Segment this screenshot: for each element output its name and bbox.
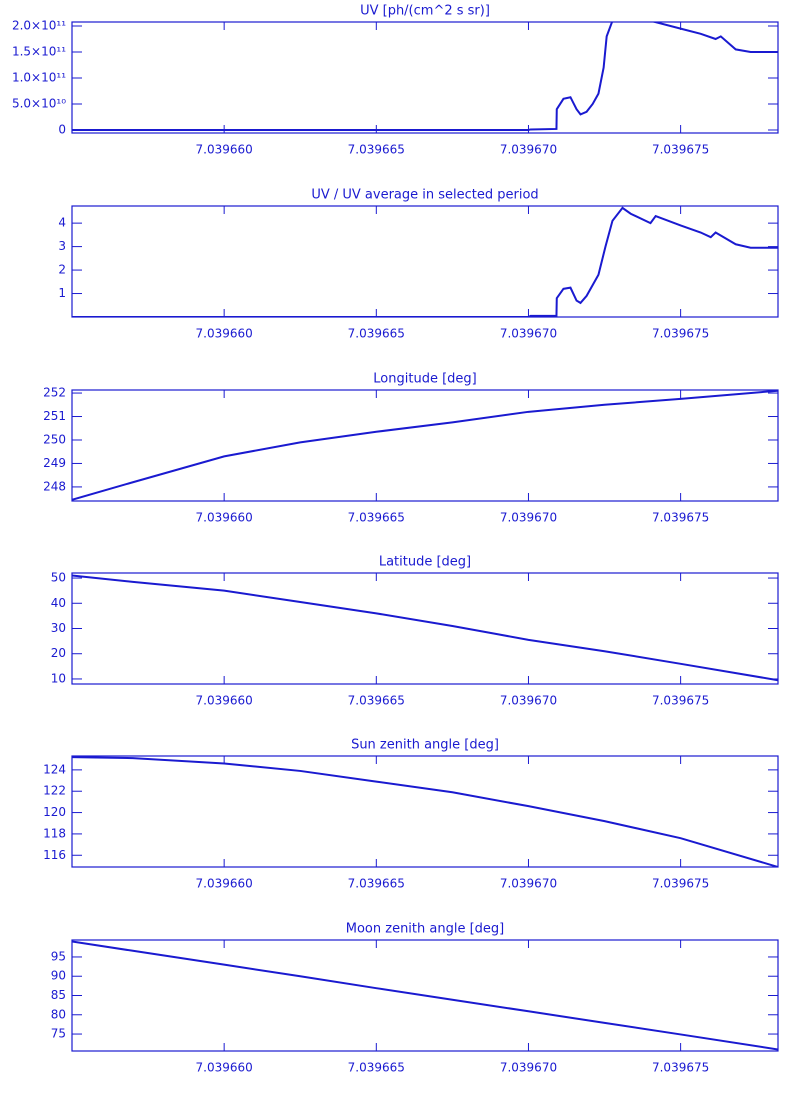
x-tick-label: 7.039675 (652, 327, 709, 341)
panel: Sun zenith angle [deg] 7.039660 7.039665 7.… (43, 738, 779, 891)
y-tick-label: 124 (43, 762, 66, 776)
panel-title: Sun zenith angle [deg] (351, 738, 499, 753)
x-tick-label: 7.039660 (196, 327, 253, 341)
x-tick-label: 7.039660 (196, 1061, 253, 1075)
x-tick-label: 7.039675 (652, 143, 709, 157)
y-tick-label: 4 (58, 216, 66, 230)
y-tick-label: 252 (43, 386, 66, 400)
panel-title: Latitude [deg] (379, 555, 471, 570)
data-line (72, 22, 778, 131)
plot-frame (71, 21, 779, 134)
y-tick-label: 10 (51, 671, 66, 685)
y-tick-label: 50 (51, 571, 66, 585)
y-tick-label: 1.5×10¹¹ (12, 44, 66, 58)
y-tick-label: 30 (51, 621, 66, 635)
y-tick-label: 116 (43, 848, 66, 862)
panel: UV / UV average in selected period 7.0396… (58, 188, 779, 341)
panel-title: Moon zenith angle [deg] (346, 922, 504, 937)
y-tick-label: 95 (51, 949, 66, 963)
data-line (72, 206, 778, 317)
data-line (72, 756, 778, 867)
x-tick-label: 7.039670 (500, 327, 557, 341)
x-tick-label: 7.039670 (500, 694, 557, 708)
x-tick-label: 7.039665 (348, 694, 405, 708)
y-tick-label: 250 (43, 432, 66, 446)
x-tick-label: 7.039660 (196, 694, 253, 708)
x-tick-label: 7.039675 (652, 877, 709, 891)
y-tick-label: 75 (51, 1027, 66, 1041)
y-tick-label: 85 (51, 988, 66, 1002)
x-tick-label: 7.039665 (348, 511, 405, 525)
y-tick-label: 80 (51, 1007, 66, 1021)
x-tick-label: 7.039660 (196, 877, 253, 891)
panel: Longitude [deg] 7.039660 7.039665 7.039670 7… (43, 372, 779, 525)
x-tick-label: 7.039665 (348, 143, 405, 157)
panel-title: Longitude [deg] (373, 372, 476, 387)
y-tick-label: 1 (58, 286, 66, 300)
x-tick-label: 7.039670 (500, 143, 557, 157)
y-tick-label: 0 (58, 122, 66, 136)
x-tick-label: 7.039670 (500, 511, 557, 525)
panel-title: UV [ph/(cm^2 s sr)] (360, 4, 490, 19)
x-tick-label: 7.039665 (348, 327, 405, 341)
data-line (72, 390, 778, 501)
y-tick-label: 5.0×10¹⁰ (12, 96, 66, 110)
x-tick-label: 7.039660 (196, 143, 253, 157)
y-tick-label: 122 (43, 784, 66, 798)
x-tick-label: 7.039670 (500, 1061, 557, 1075)
plot-frame (71, 755, 779, 868)
panel: Latitude [deg] 7.039660 7.039665 7.039670 7.… (51, 555, 779, 708)
y-tick-label: 40 (51, 596, 66, 610)
y-tick-label: 3 (58, 239, 66, 253)
data-line (72, 574, 778, 682)
x-tick-label: 7.039675 (652, 1061, 709, 1075)
plot-frame (71, 572, 779, 685)
y-tick-label: 2.0×10¹¹ (12, 19, 66, 33)
x-tick-label: 7.039660 (196, 511, 253, 525)
x-tick-label: 7.039665 (348, 877, 405, 891)
y-tick-label: 249 (43, 456, 66, 470)
panel: UV [ph/(cm^2 s sr)] 7.039660 7.039665 7.039… (12, 4, 779, 157)
panel: Moon zenith angle [deg] 7.039660 7.039665 7… (51, 922, 779, 1075)
y-tick-label: 251 (43, 409, 66, 423)
y-tick-label: 20 (51, 646, 66, 660)
x-tick-label: 7.039665 (348, 1061, 405, 1075)
x-tick-label: 7.039670 (500, 877, 557, 891)
plot-frame (71, 389, 779, 502)
y-tick-label: 2 (58, 263, 66, 277)
y-tick-label: 248 (43, 479, 66, 493)
data-line (72, 940, 778, 1051)
y-tick-label: 90 (51, 969, 66, 983)
y-tick-label: 1.0×10¹¹ (12, 70, 66, 84)
y-tick-label: 120 (43, 805, 66, 819)
y-tick-label: 118 (43, 826, 66, 840)
x-tick-label: 7.039675 (652, 694, 709, 708)
x-tick-label: 7.039675 (652, 511, 709, 525)
panel-title: UV / UV average in selected period (311, 188, 538, 203)
